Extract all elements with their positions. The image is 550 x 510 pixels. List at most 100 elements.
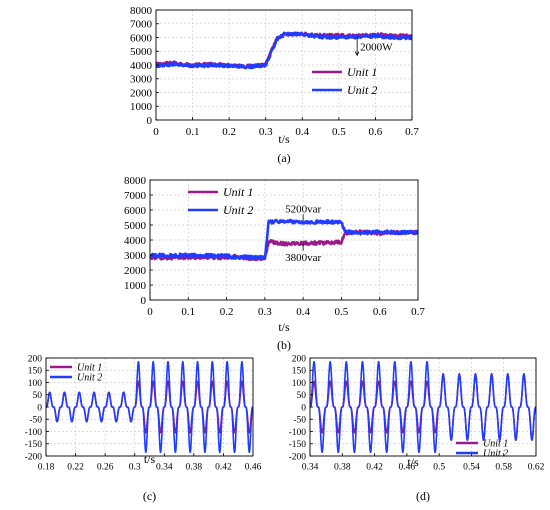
x-tick-label: 0.6 xyxy=(373,306,387,318)
y-tick-label: 50 xyxy=(33,391,43,401)
legend-label-unit-1: Unit 1 xyxy=(347,65,377,79)
y-tick-label: -150 xyxy=(25,440,43,450)
x-tick-label: 0.54 xyxy=(463,463,480,473)
y-tick-label: 1000 xyxy=(124,280,147,292)
panel-d: 0.34 0.38 0.42 0.46 0.5 0.54 0.58 0.62 -200 -150 -… xyxy=(289,354,545,503)
y-tick-label: 6000 xyxy=(130,32,153,44)
x-tick-label: 0.5 xyxy=(335,306,349,318)
x-tick-label: 0.62 xyxy=(528,463,545,473)
x-tick-label: 0.18 xyxy=(38,463,55,473)
legend-label-unit-1: Unit 1 xyxy=(483,439,508,450)
y-tick-label: 4000 xyxy=(124,235,147,247)
y-tick-label: 200 xyxy=(292,354,307,364)
y-tick-label: -50 xyxy=(293,416,306,426)
y-tick-label: 7000 xyxy=(130,19,153,31)
y-tick-label: 150 xyxy=(292,367,307,377)
x-tick-label: 0.2 xyxy=(220,306,234,318)
y-tick-label: 200 xyxy=(28,354,43,364)
y-tick-label: 5000 xyxy=(130,46,153,58)
x-tick-label: 0.38 xyxy=(186,463,203,473)
x-tick-label: 0.42 xyxy=(215,463,232,473)
y-tick-label: 4000 xyxy=(130,60,153,72)
y-tick-label: 3000 xyxy=(130,74,153,86)
y-tick-label: -100 xyxy=(25,428,43,438)
x-tick-label: 0.4 xyxy=(295,126,309,138)
x-tick-label: 0.7 xyxy=(411,306,425,318)
x-tick-label: 0.1 xyxy=(181,306,195,318)
panel-label: (d) xyxy=(416,489,430,503)
annotation-arrowhead xyxy=(354,51,360,57)
panel-label: (c) xyxy=(143,489,156,503)
series-line-unit-2 xyxy=(150,218,418,261)
y-tick-label: 6000 xyxy=(124,205,147,217)
legend: Unit 1 Unit 2 xyxy=(312,65,377,97)
x-tick-label: 0.7 xyxy=(405,126,419,138)
annotation-label: 2000W xyxy=(360,42,393,54)
legend-label-unit-1: Unit 1 xyxy=(223,185,253,199)
annotation-label: 5200var xyxy=(285,203,321,215)
y-tick-label: 50 xyxy=(297,391,307,401)
panel-b: 0 0.1 0.2 0.3 0.4 0.5 0.6 0.7 0 1000 2000 3000 4000 5… xyxy=(124,175,425,352)
x-tick-label: 0 xyxy=(153,126,159,138)
x-tick-label: 0.1 xyxy=(186,126,200,138)
y-tick-label: -100 xyxy=(289,428,307,438)
y-tick-label: 0 xyxy=(147,115,153,127)
legend-label-unit-2: Unit 2 xyxy=(77,373,102,384)
legend: Unit 1 Unit 2 xyxy=(188,185,253,217)
x-tick-label: 0.26 xyxy=(97,463,114,473)
panel-label: (b) xyxy=(277,338,291,352)
y-tick-label: -50 xyxy=(29,416,42,426)
panel-label: (a) xyxy=(277,151,290,165)
y-tick-label: -150 xyxy=(289,440,307,450)
x-axis-label: t/s xyxy=(278,320,290,334)
y-tick-label: -200 xyxy=(25,452,43,462)
y-tick-label: 1000 xyxy=(130,101,153,113)
x-axis-label: t/s xyxy=(278,132,290,146)
legend-label-unit-2: Unit 2 xyxy=(347,83,377,97)
y-tick-label: 150 xyxy=(28,367,43,377)
y-tick-label: -200 xyxy=(289,452,307,462)
x-tick-label: 0.3 xyxy=(129,463,141,473)
y-tick-label: 8000 xyxy=(124,175,147,187)
y-tick-label: 100 xyxy=(28,379,43,389)
y-tick-label: 8000 xyxy=(130,5,153,17)
x-tick-label: 0.46 xyxy=(399,463,416,473)
annotation-label: 3800var xyxy=(285,252,321,264)
y-tick-label: 0 xyxy=(141,295,147,307)
series-line-unit-2 xyxy=(46,360,253,454)
x-tick-label: 0.22 xyxy=(67,463,84,473)
series-line-unit-2 xyxy=(156,31,412,70)
x-tick-label: 0.5 xyxy=(332,126,346,138)
legend-label-unit-2: Unit 2 xyxy=(483,449,508,460)
x-tick-label: 0.2 xyxy=(222,126,236,138)
x-tick-label: 0.3 xyxy=(258,306,272,318)
x-tick-label: 0.34 xyxy=(302,463,319,473)
y-tick-label: 0 xyxy=(37,403,42,413)
x-tick-label: 0.38 xyxy=(334,463,351,473)
y-tick-label: 3000 xyxy=(124,250,147,262)
legend-label-unit-2: Unit 2 xyxy=(223,203,253,217)
legend-label-unit-1: Unit 1 xyxy=(77,363,102,374)
x-axis-label: t/s xyxy=(144,452,156,466)
y-tick-label: 0 xyxy=(301,403,306,413)
y-tick-label: 2000 xyxy=(124,265,147,277)
panel-c: 0.18 0.22 0.26 0.3 0.34 0.38 0.42 0.46 -200 -150 -… xyxy=(25,354,262,503)
x-tick-label: 0.3 xyxy=(259,126,273,138)
x-axis-label: t/s xyxy=(407,455,419,469)
x-tick-label: 0.5 xyxy=(433,463,445,473)
x-tick-label: 0.42 xyxy=(366,463,383,473)
y-tick-label: 5000 xyxy=(124,220,147,232)
x-tick-label: 0.58 xyxy=(495,463,512,473)
x-tick-label: 0.34 xyxy=(156,463,173,473)
x-tick-label: 0 xyxy=(147,306,153,318)
y-tick-label: 2000 xyxy=(130,87,153,99)
y-tick-label: 7000 xyxy=(124,190,147,202)
x-tick-label: 0.6 xyxy=(369,126,383,138)
y-tick-label: 100 xyxy=(292,379,307,389)
x-tick-label: 0.46 xyxy=(245,463,262,473)
x-tick-label: 0.4 xyxy=(296,306,310,318)
